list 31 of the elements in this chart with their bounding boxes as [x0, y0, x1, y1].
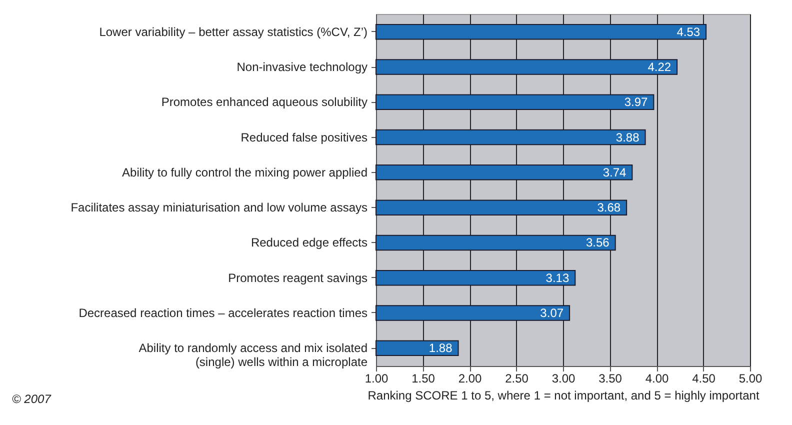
data-label: 4.22	[648, 60, 672, 74]
text: © 2007	[12, 392, 51, 406]
data-label: 1.88	[428, 341, 453, 356]
data-label: 3.97	[624, 95, 648, 110]
y-tick-label: Decreased reaction times – accelerates reaction times	[78, 306, 368, 320]
data-label: 3.56	[586, 236, 610, 250]
x-tick-label: 4.50	[692, 372, 716, 386]
x-axis-title: Ranking SCORE 1 to 5, where 1 = not important, and 5 = highly important	[368, 388, 760, 402]
y-tick-label: Ability to fully control the mixing power applied	[122, 165, 368, 180]
y-tick-label: Ability to randomly access and mix isolated (single) wells within a microplate	[138, 341, 368, 370]
y-tick-label: Non-invasive technology	[236, 60, 368, 74]
y-tick-label: Lower variability – better assay statistics (%CV, Z’)	[99, 24, 368, 39]
x-tick-label: 3.50	[598, 372, 622, 386]
y-tick-label: Reduced edge effects	[250, 236, 368, 250]
data-label: 3.07	[540, 306, 564, 320]
x-tick-label: 3.00	[552, 372, 576, 386]
x-tick-label: 2.00	[458, 372, 482, 386]
data-label: 3.88	[616, 130, 640, 144]
x-tick-label: 5.00	[738, 372, 762, 386]
y-tick-label: Promotes reagent savings	[228, 270, 368, 285]
data-label: 3.13	[546, 270, 570, 285]
data-label: 3.68	[597, 200, 621, 215]
x-tick-label: 1.00	[364, 372, 388, 386]
y-tick-label: Facilitates assay miniaturisation and low volume assays	[70, 200, 368, 215]
x-tick-label: 4.00	[645, 372, 669, 386]
x-tick-label: 1.50	[412, 372, 436, 386]
y-tick-label: Reduced false positives	[240, 130, 368, 144]
x-tick-label: 2.50	[505, 372, 529, 386]
data-label: 4.53	[676, 24, 700, 39]
data-label: 3.74	[602, 165, 627, 180]
y-tick-label: Promotes enhanced aqueous solubility	[161, 95, 368, 110]
